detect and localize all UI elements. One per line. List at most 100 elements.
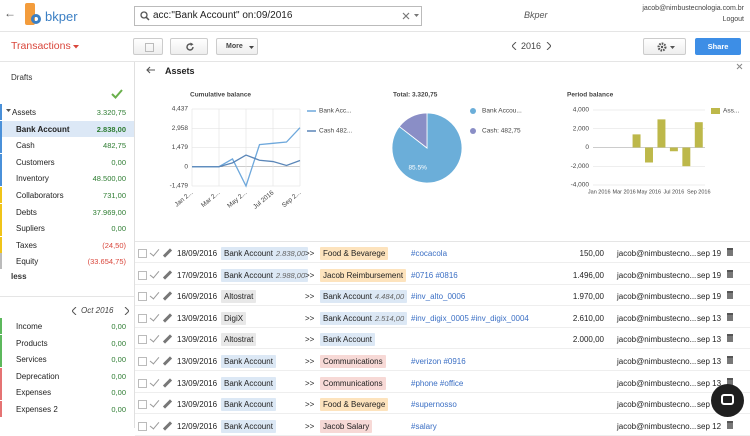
edit-icon[interactable]	[162, 421, 173, 431]
account-name: Bank Account	[224, 249, 273, 258]
check-icon[interactable]	[149, 397, 160, 408]
check-icon[interactable]	[149, 311, 160, 322]
x-tick-label: May 2016	[637, 189, 661, 195]
account-name: Bank Account	[323, 313, 372, 323]
delete-icon[interactable]	[727, 269, 733, 278]
row-checkbox[interactable]	[138, 357, 147, 366]
settings-button[interactable]	[643, 38, 686, 55]
account-name: Bank Account	[224, 357, 273, 366]
delete-icon[interactable]	[727, 334, 733, 343]
check-icon[interactable]	[149, 246, 160, 257]
edit-icon[interactable]	[162, 291, 173, 301]
account-name[interactable]: Inventory	[16, 174, 49, 184]
row-checkbox[interactable]	[138, 400, 147, 410]
account-name[interactable]: Deprecation	[16, 371, 60, 381]
row-checkbox[interactable]	[138, 292, 147, 302]
account-name[interactable]: Services	[16, 355, 47, 365]
share-button[interactable]: Share	[695, 38, 741, 55]
account-balance: 3.320,75	[96, 108, 126, 117]
post-date: sep 12	[697, 421, 722, 431]
description: #inv_alto_0006	[411, 292, 466, 302]
back-button[interactable]: ←	[4, 6, 16, 20]
account-name[interactable]: Bank Account	[16, 124, 70, 134]
account-balance: 0,00	[111, 224, 126, 234]
logout-link[interactable]: Logout	[722, 16, 744, 23]
account-name[interactable]: Supliers	[16, 224, 45, 234]
check-icon[interactable]	[149, 332, 160, 343]
account-name[interactable]: Expenses	[16, 388, 52, 398]
table-top	[135, 241, 750, 242]
account-name[interactable]: Expenses 2	[16, 405, 58, 414]
row-checkbox[interactable]	[138, 270, 147, 280]
row-checkbox[interactable]	[138, 421, 147, 431]
sidebar	[0, 62, 135, 428]
account-name: DigiX	[224, 313, 244, 323]
prev-period[interactable]	[72, 307, 77, 315]
account-name[interactable]: Equity	[16, 257, 39, 267]
edit-icon[interactable]	[162, 399, 173, 409]
account-tag: Altostrat	[221, 290, 257, 304]
row-divider	[135, 348, 750, 350]
date: 18/09/2016	[177, 249, 218, 258]
delete-icon[interactable]	[727, 291, 733, 300]
account-name[interactable]: Debts	[16, 207, 37, 217]
delete-icon[interactable]	[727, 248, 733, 256]
edit-icon[interactable]	[162, 313, 173, 323]
legend-label: Cash 482...	[319, 128, 352, 135]
date: 16/09/2016	[177, 292, 218, 302]
chart-title: Total: 3.320,75	[393, 92, 438, 99]
account-name[interactable]: Products	[16, 338, 48, 348]
check-icon[interactable]	[149, 268, 160, 279]
check-icon[interactable]	[149, 354, 160, 365]
prev-year[interactable]	[512, 42, 517, 50]
account-name[interactable]: Taxes	[16, 240, 37, 250]
search-controls[interactable]	[402, 12, 420, 20]
bar	[657, 119, 666, 148]
account-name[interactable]: Collaborators	[16, 191, 64, 200]
delete-icon[interactable]	[727, 356, 733, 364]
user: jacob@nimbustecno...	[617, 270, 697, 280]
less-toggle[interactable]: less	[11, 272, 27, 281]
edit-icon[interactable]	[162, 356, 173, 366]
edit-icon[interactable]	[162, 248, 173, 258]
row-checkbox[interactable]	[138, 335, 147, 345]
account-name[interactable]: Customers	[16, 157, 55, 167]
panel-close[interactable]	[736, 63, 743, 70]
x-tick-label: Sep 2...	[281, 189, 303, 209]
post-date: sep 13	[697, 357, 722, 366]
select-button[interactable]	[133, 38, 163, 55]
next-year[interactable]	[546, 42, 551, 50]
next-period[interactable]	[124, 307, 129, 315]
post-date: sep 13	[697, 335, 722, 345]
edit-icon[interactable]	[162, 334, 173, 344]
chat-button[interactable]	[711, 384, 744, 417]
row-checkbox[interactable]	[138, 249, 147, 258]
account-name[interactable]: Income	[16, 322, 43, 331]
panel-back[interactable]	[146, 66, 156, 74]
more-button[interactable]: More	[216, 38, 258, 55]
arrow: >>	[305, 313, 315, 323]
edit-icon[interactable]	[162, 269, 173, 280]
refresh-button[interactable]	[170, 38, 208, 55]
account-name[interactable]: Assets	[12, 108, 37, 117]
y-tick-label: 4,000	[573, 107, 590, 114]
row-checkbox[interactable]	[138, 313, 147, 323]
account-color	[0, 318, 2, 334]
delete-icon[interactable]	[727, 377, 733, 386]
account-name: Bank Account	[224, 270, 273, 280]
row-divider	[135, 262, 750, 263]
account-balance: 4.484,00	[374, 292, 405, 302]
row-checkbox[interactable]	[138, 378, 147, 388]
edit-icon[interactable]	[162, 377, 173, 388]
check-icon[interactable]	[149, 376, 160, 387]
delete-icon[interactable]	[727, 312, 733, 321]
view-menu[interactable]: Transactions	[11, 40, 71, 52]
drafts-link[interactable]: Drafts	[11, 73, 33, 82]
delete-icon[interactable]	[727, 420, 733, 429]
date: 13/09/2016	[177, 400, 218, 410]
account-name[interactable]: Cash	[16, 141, 35, 151]
search-box[interactable]	[134, 6, 422, 26]
account-tag: Bank Account	[221, 398, 276, 412]
check-icon[interactable]	[149, 289, 160, 300]
